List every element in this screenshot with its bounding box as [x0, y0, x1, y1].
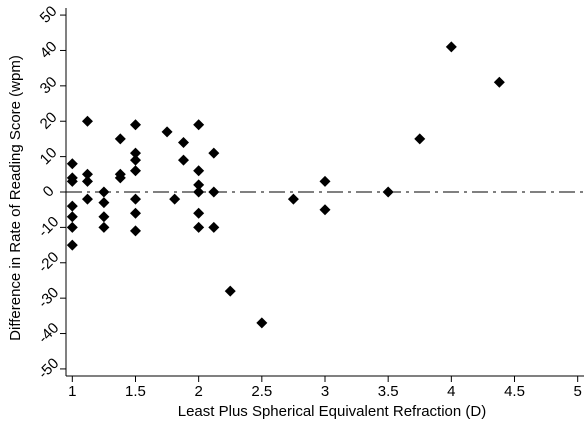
data-point — [66, 221, 78, 233]
data-point — [208, 221, 220, 233]
x-tick-label: 4 — [447, 383, 455, 400]
x-tick-label: 2 — [194, 383, 202, 400]
data-point — [177, 136, 189, 148]
data-point — [114, 133, 126, 145]
x-tick-label: 1.5 — [125, 383, 146, 400]
data-point — [193, 119, 205, 131]
x-tick-label: 4.5 — [504, 383, 525, 400]
data-point — [129, 147, 141, 159]
data-point — [319, 175, 331, 187]
data-point — [98, 197, 110, 209]
data-point — [414, 133, 426, 145]
data-point — [129, 165, 141, 177]
x-tick-label: 3.5 — [378, 383, 399, 400]
data-point — [66, 239, 78, 251]
data-point — [193, 207, 205, 219]
x-tick-label: 3 — [321, 383, 329, 400]
x-tick-label: 2.5 — [251, 383, 272, 400]
data-point — [66, 175, 78, 187]
x-axis-title: Least Plus Spherical Equivalent Refracti… — [178, 403, 486, 420]
x-tick-label: 1 — [68, 383, 76, 400]
data-point — [445, 41, 457, 53]
data-point — [81, 168, 93, 180]
data-point — [193, 221, 205, 233]
x-tick-label: 5 — [574, 383, 582, 400]
data-point — [129, 225, 141, 237]
data-points — [66, 41, 505, 329]
data-point — [493, 76, 505, 88]
data-point — [193, 186, 205, 198]
data-point — [382, 186, 394, 198]
data-point — [208, 147, 220, 159]
data-point — [319, 204, 331, 216]
data-point — [177, 154, 189, 166]
data-point — [81, 193, 93, 205]
data-point — [129, 193, 141, 205]
data-point — [81, 175, 93, 187]
data-point — [114, 172, 126, 184]
data-point — [98, 186, 110, 198]
data-point — [256, 317, 268, 329]
data-point — [224, 285, 236, 297]
data-point — [81, 115, 93, 127]
data-point — [129, 207, 141, 219]
data-point — [129, 154, 141, 166]
data-point — [208, 186, 220, 198]
data-point — [161, 126, 173, 138]
data-point — [193, 179, 205, 191]
data-point — [66, 211, 78, 223]
data-point — [66, 158, 78, 170]
data-point — [98, 221, 110, 233]
data-point — [98, 211, 110, 223]
data-point — [193, 165, 205, 177]
data-point — [129, 119, 141, 131]
data-point — [169, 193, 181, 205]
y-axis-title: Difference in Rate of Reading Score (wpm… — [7, 55, 24, 341]
data-point — [66, 200, 78, 212]
data-point — [287, 193, 299, 205]
